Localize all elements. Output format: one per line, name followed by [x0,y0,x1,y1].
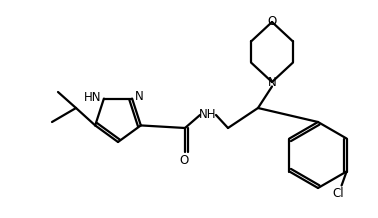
Text: O: O [267,15,277,29]
Text: Cl: Cl [333,187,344,200]
Text: NH: NH [199,109,217,121]
Text: N: N [268,75,276,89]
Text: O: O [180,155,189,167]
Text: N: N [135,90,144,103]
Text: HN: HN [84,91,101,104]
